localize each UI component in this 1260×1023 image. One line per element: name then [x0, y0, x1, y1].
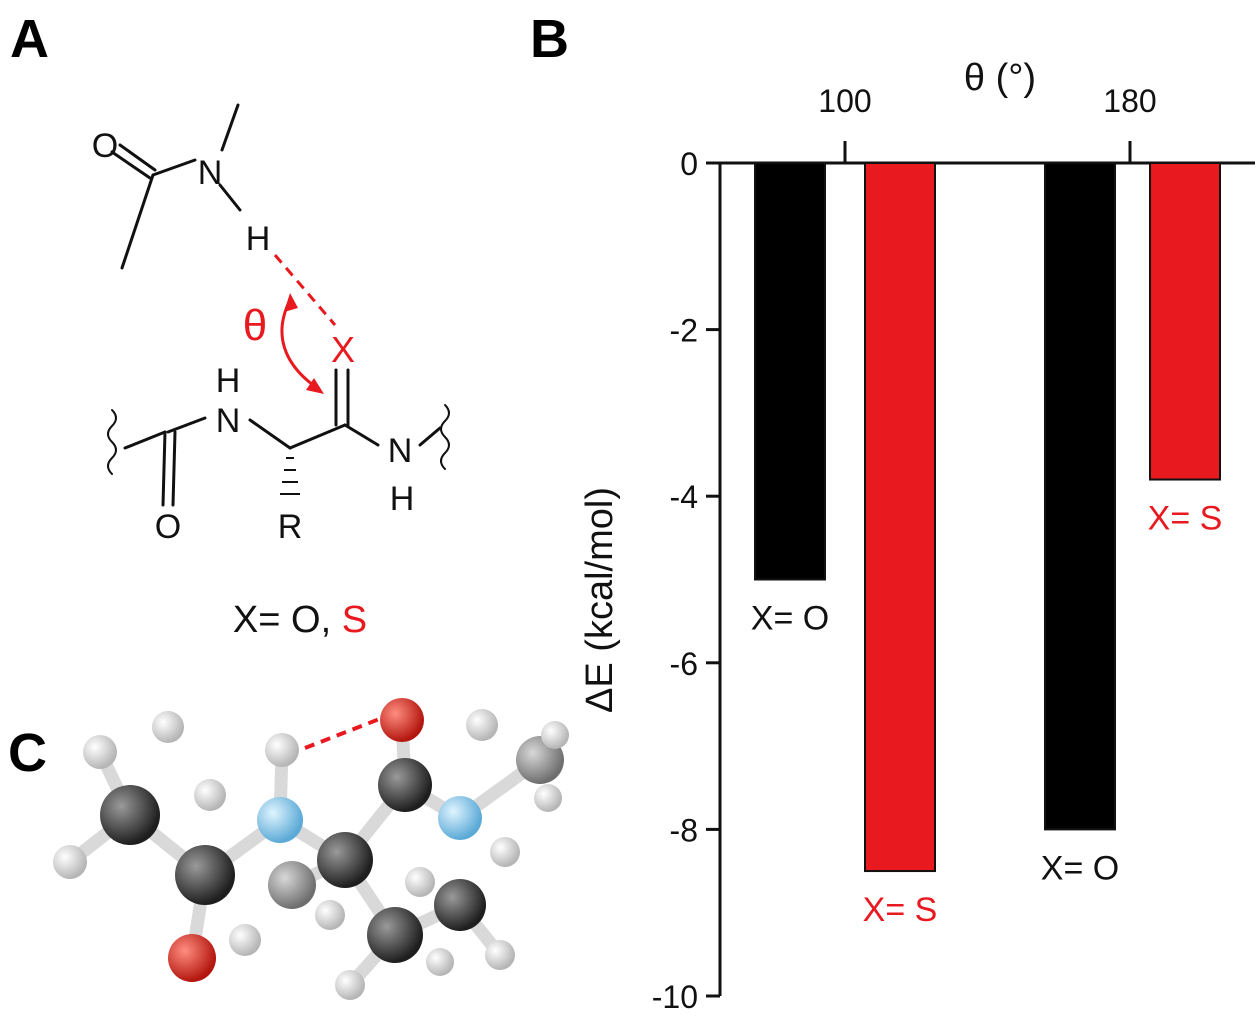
atom-r: R: [278, 508, 303, 546]
atom-o-top: O: [92, 127, 118, 165]
x-axis-label: θ (°): [964, 57, 1036, 99]
x-tick-label: 180: [1103, 83, 1156, 119]
y-tick-label: -2: [670, 313, 698, 349]
atom-h-top: H: [246, 220, 271, 258]
atom-x: X: [331, 329, 355, 370]
y-tick-label: -6: [670, 646, 698, 682]
y-tick-label: -4: [670, 479, 698, 515]
bar: [1149, 162, 1221, 481]
ball-and-stick-model: [53, 698, 569, 1000]
bar-data-label: X= O: [751, 600, 829, 638]
theta-label: θ: [243, 301, 267, 350]
y-tick-label: -10: [652, 979, 698, 1015]
atom-n-left: N: [216, 402, 241, 440]
bar-data-label: X= S: [1148, 500, 1223, 538]
caption-prefix: X= O,: [233, 599, 342, 641]
x-tick-label: 100: [818, 83, 871, 119]
bar-data-label: X= O: [1041, 849, 1119, 887]
atom-h-right: H: [390, 480, 415, 518]
bar-data-label: X= S: [863, 891, 938, 929]
bar: [754, 162, 826, 581]
y-axis-label: ΔE (kcal/mol): [579, 487, 621, 713]
y-tick-label: 0: [680, 146, 698, 182]
bar: [1044, 162, 1116, 831]
bar: [864, 162, 936, 873]
y-tick-label: -8: [670, 812, 698, 848]
atom-o-bottom: O: [155, 508, 181, 546]
atom-h-left: H: [216, 362, 241, 400]
caption-sulfur: S: [342, 599, 367, 641]
chemical-scheme: O N H H N N H O R θ X X= O, S: [92, 103, 450, 641]
scheme-caption: X= O, S: [233, 599, 367, 641]
atom-n-right: N: [388, 432, 413, 470]
panel-label-b: B: [530, 9, 569, 69]
panel-label-a: A: [10, 9, 49, 69]
panel-label-c: C: [8, 723, 47, 783]
atom-n-top: N: [198, 154, 223, 192]
